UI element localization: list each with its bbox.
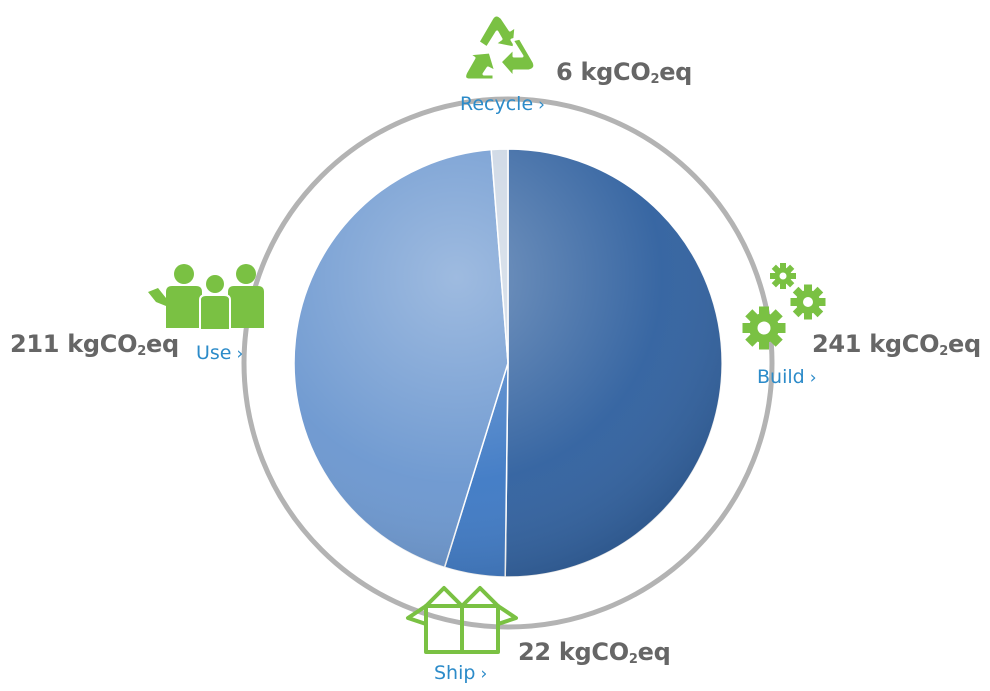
chevron-right-icon: › (480, 664, 488, 684)
chevron-right-icon: › (538, 95, 545, 115)
ship-value: 22 kgCO2eq (518, 638, 671, 667)
build-label: Build (757, 366, 805, 388)
build-value: 241 kgCO2eq (812, 330, 981, 359)
use-amount: 211 (10, 330, 60, 358)
recycle-icon (463, 13, 537, 82)
pie-slice-build (504, 148, 723, 578)
use-label: Use (196, 342, 232, 364)
people-icon (148, 264, 264, 330)
chevron-right-icon: › (809, 368, 817, 388)
recycle-label: Recycle (460, 93, 534, 115)
recycle-amount: 6 (556, 58, 573, 86)
gears-icon (742, 263, 826, 350)
chevron-right-icon: › (236, 344, 244, 364)
build-link[interactable]: Build › (757, 366, 817, 388)
use-link[interactable]: Use › (196, 342, 243, 364)
use-value: 211 kgCO2eq (10, 330, 179, 359)
recycle-link[interactable]: Recycle › (460, 93, 545, 115)
build-amount: 241 (812, 330, 862, 358)
ship-amount: 22 (518, 638, 551, 666)
lifecycle-ring (241, 96, 775, 630)
box-icon (406, 586, 518, 654)
ship-label: Ship (434, 662, 476, 684)
recycle-value: 6 kgCO2eq (556, 58, 693, 87)
ship-link[interactable]: Ship › (434, 662, 487, 684)
